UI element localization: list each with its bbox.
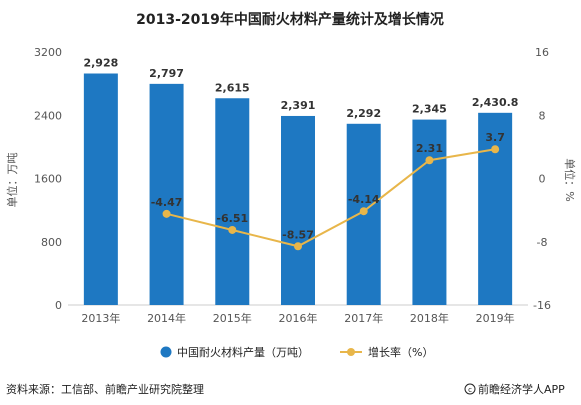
- svg-text:c: c: [468, 386, 472, 394]
- y2-tick-label: 8: [539, 109, 546, 122]
- x-tick-label: 2019年: [476, 311, 515, 325]
- source-note: 资料来源：工信部、前瞻产业研究院整理: [6, 382, 204, 396]
- y-tick-label: 1600: [34, 173, 62, 186]
- legend: 中国耐火材料产量（万吨） 增长率（%）: [160, 345, 433, 359]
- bar-value-label: 2,430.8: [472, 96, 519, 109]
- growth-point: [425, 156, 434, 165]
- growth-point: [228, 225, 237, 234]
- y2-tick-label: -8: [537, 236, 548, 249]
- bar: [149, 83, 184, 306]
- axes: 0 800 1600 2400 3200 -16 -8 0 8 16 2013年 2014年 2015年…: [34, 46, 551, 325]
- y-tick-label: 800: [41, 236, 62, 249]
- y2-tick-label: -16: [533, 299, 551, 312]
- y-tick-label: 3200: [34, 46, 62, 59]
- growth-point: [491, 145, 500, 154]
- copyright-icon: c: [464, 383, 476, 395]
- growth-value-label: 3.7: [485, 131, 505, 144]
- y2-tick-label: 0: [539, 173, 546, 186]
- y2-axis-title: 单位：%: [563, 158, 577, 201]
- x-tick-label: 2016年: [279, 311, 318, 325]
- bar-value-label: 2,391: [281, 99, 316, 112]
- growth-point: [359, 207, 368, 216]
- bar: [215, 98, 250, 306]
- chart-title: 2013-2019年中国耐火材料产量统计及增长情况: [136, 11, 444, 28]
- growth-value-label: -6.51: [216, 212, 248, 225]
- bar-value-label: 2,928: [83, 57, 118, 70]
- data-labels: 2,928 2,797 2,615 2,391 2,292 2,345 2,430.8 -4.…: [83, 57, 518, 242]
- bar: [83, 73, 118, 305]
- growth-line-path: [166, 148, 496, 248]
- bar: [412, 119, 447, 305]
- y-tick-label: 0: [55, 299, 62, 312]
- growth-line: [162, 145, 500, 251]
- growth-value-label: -4.47: [151, 196, 183, 209]
- y2-tick-label: 16: [535, 46, 549, 59]
- legend-line-label: 增长率（%）: [368, 345, 433, 359]
- bar-value-label: 2,797: [149, 67, 184, 80]
- bar-value-label: 2,615: [215, 81, 250, 94]
- growth-value-label: -8.57: [282, 228, 314, 241]
- growth-point: [162, 209, 171, 218]
- footer: 资料来源：工信部、前瞻产业研究院整理 c 前瞻经济学人APP: [6, 382, 565, 396]
- bar-value-label: 2,345: [412, 103, 447, 116]
- x-tick-label: 2014年: [147, 311, 186, 325]
- x-tick-label: 2013年: [81, 311, 120, 325]
- legend-line-marker: [347, 348, 355, 356]
- growth-point: [294, 242, 302, 251]
- bar: [281, 115, 315, 305]
- legend-bar-swatch: [160, 346, 172, 358]
- bar: [478, 112, 513, 305]
- growth-value-label: 2.31: [416, 142, 443, 155]
- bars: [83, 73, 513, 306]
- brand-label: 前瞻经济学人APP: [478, 382, 565, 396]
- y-axis-title: 单位：万吨: [5, 153, 19, 208]
- growth-value-label: -4.14: [348, 193, 380, 206]
- y-tick-label: 2400: [34, 109, 62, 122]
- x-tick-label: 2018年: [410, 311, 449, 325]
- legend-bar-label: 中国耐火材料产量（万吨）: [177, 345, 309, 359]
- x-tick-label: 2015年: [213, 311, 252, 325]
- bar-value-label: 2,292: [346, 107, 381, 120]
- x-tick-label: 2017年: [344, 311, 383, 325]
